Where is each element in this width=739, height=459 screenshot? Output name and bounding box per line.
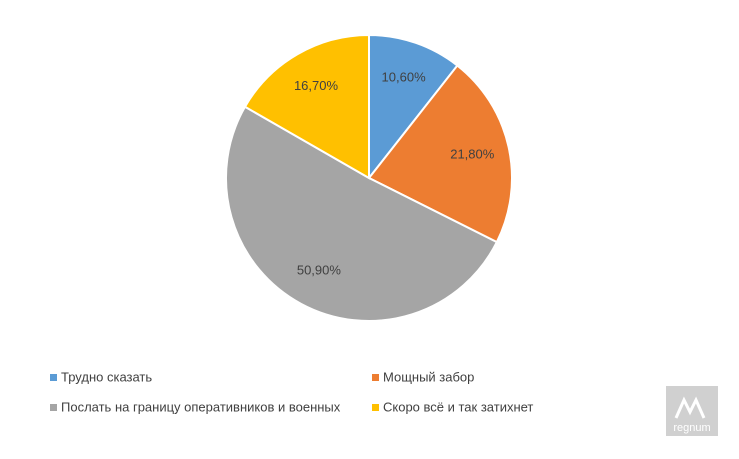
legend-swatch xyxy=(50,374,57,381)
legend-label: Скоро всё и так затихнет xyxy=(383,399,533,414)
data-label: 10,60% xyxy=(382,69,427,84)
pie-slice xyxy=(368,33,459,181)
watermark-logo: regnum xyxy=(666,386,718,436)
legend-swatch xyxy=(50,404,57,411)
legend-swatch xyxy=(372,404,379,411)
data-label: 50,90% xyxy=(297,263,342,278)
data-label: 16,70% xyxy=(294,78,339,93)
watermark-icon xyxy=(674,396,706,419)
watermark-text: regnum xyxy=(673,422,710,434)
pie-slice xyxy=(243,33,370,180)
legend-swatch xyxy=(372,374,379,381)
data-label: 21,80% xyxy=(450,146,495,161)
pie-slice xyxy=(225,105,499,323)
legend-label: Послать на границу оперативников и военн… xyxy=(61,399,341,414)
pie-slice xyxy=(367,64,513,244)
legend-label: Мощный забор xyxy=(383,369,474,384)
legend-label: Трудно сказать xyxy=(61,369,152,384)
